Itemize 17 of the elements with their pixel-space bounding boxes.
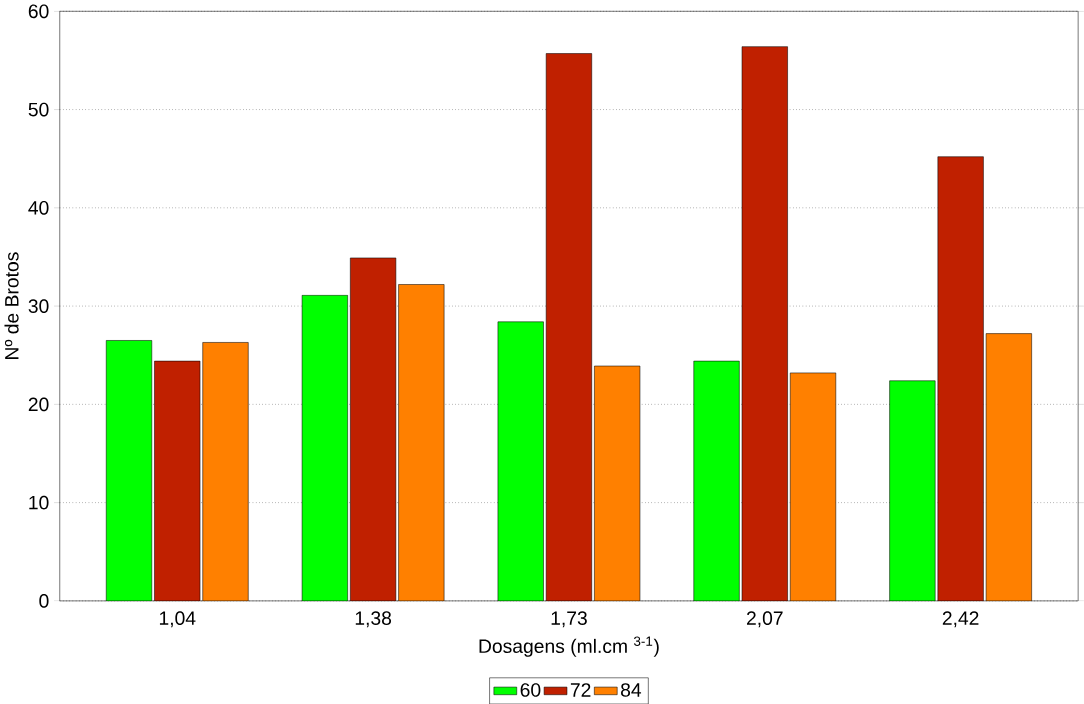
- y-tick-label: 50: [28, 102, 49, 117]
- y-axis-title: Nº de Brotos: [4, 252, 19, 359]
- legend-label: 72: [570, 683, 591, 697]
- y-tick-label: 20: [28, 397, 49, 412]
- y-tick-label: 30: [28, 299, 49, 313]
- y-tick-label: 10: [29, 495, 49, 510]
- y-tick-label: 0: [39, 593, 49, 608]
- x-tick-label: 2,42: [942, 611, 979, 628]
- legend-label: 84: [621, 683, 642, 697]
- x-tick-label: 1,04: [159, 611, 196, 628]
- x-tick-label: 2,07: [746, 611, 783, 628]
- y-tick-label: 60: [28, 4, 49, 18]
- y-tick-label: 40: [28, 200, 49, 215]
- x-tick-label: 1,73: [551, 611, 587, 628]
- legend-label: 60: [520, 683, 541, 697]
- x-axis-title: Dosagens (ml.cm $^{3-1}$): [479, 636, 659, 657]
- x-tick-label: 1,38: [355, 611, 392, 628]
